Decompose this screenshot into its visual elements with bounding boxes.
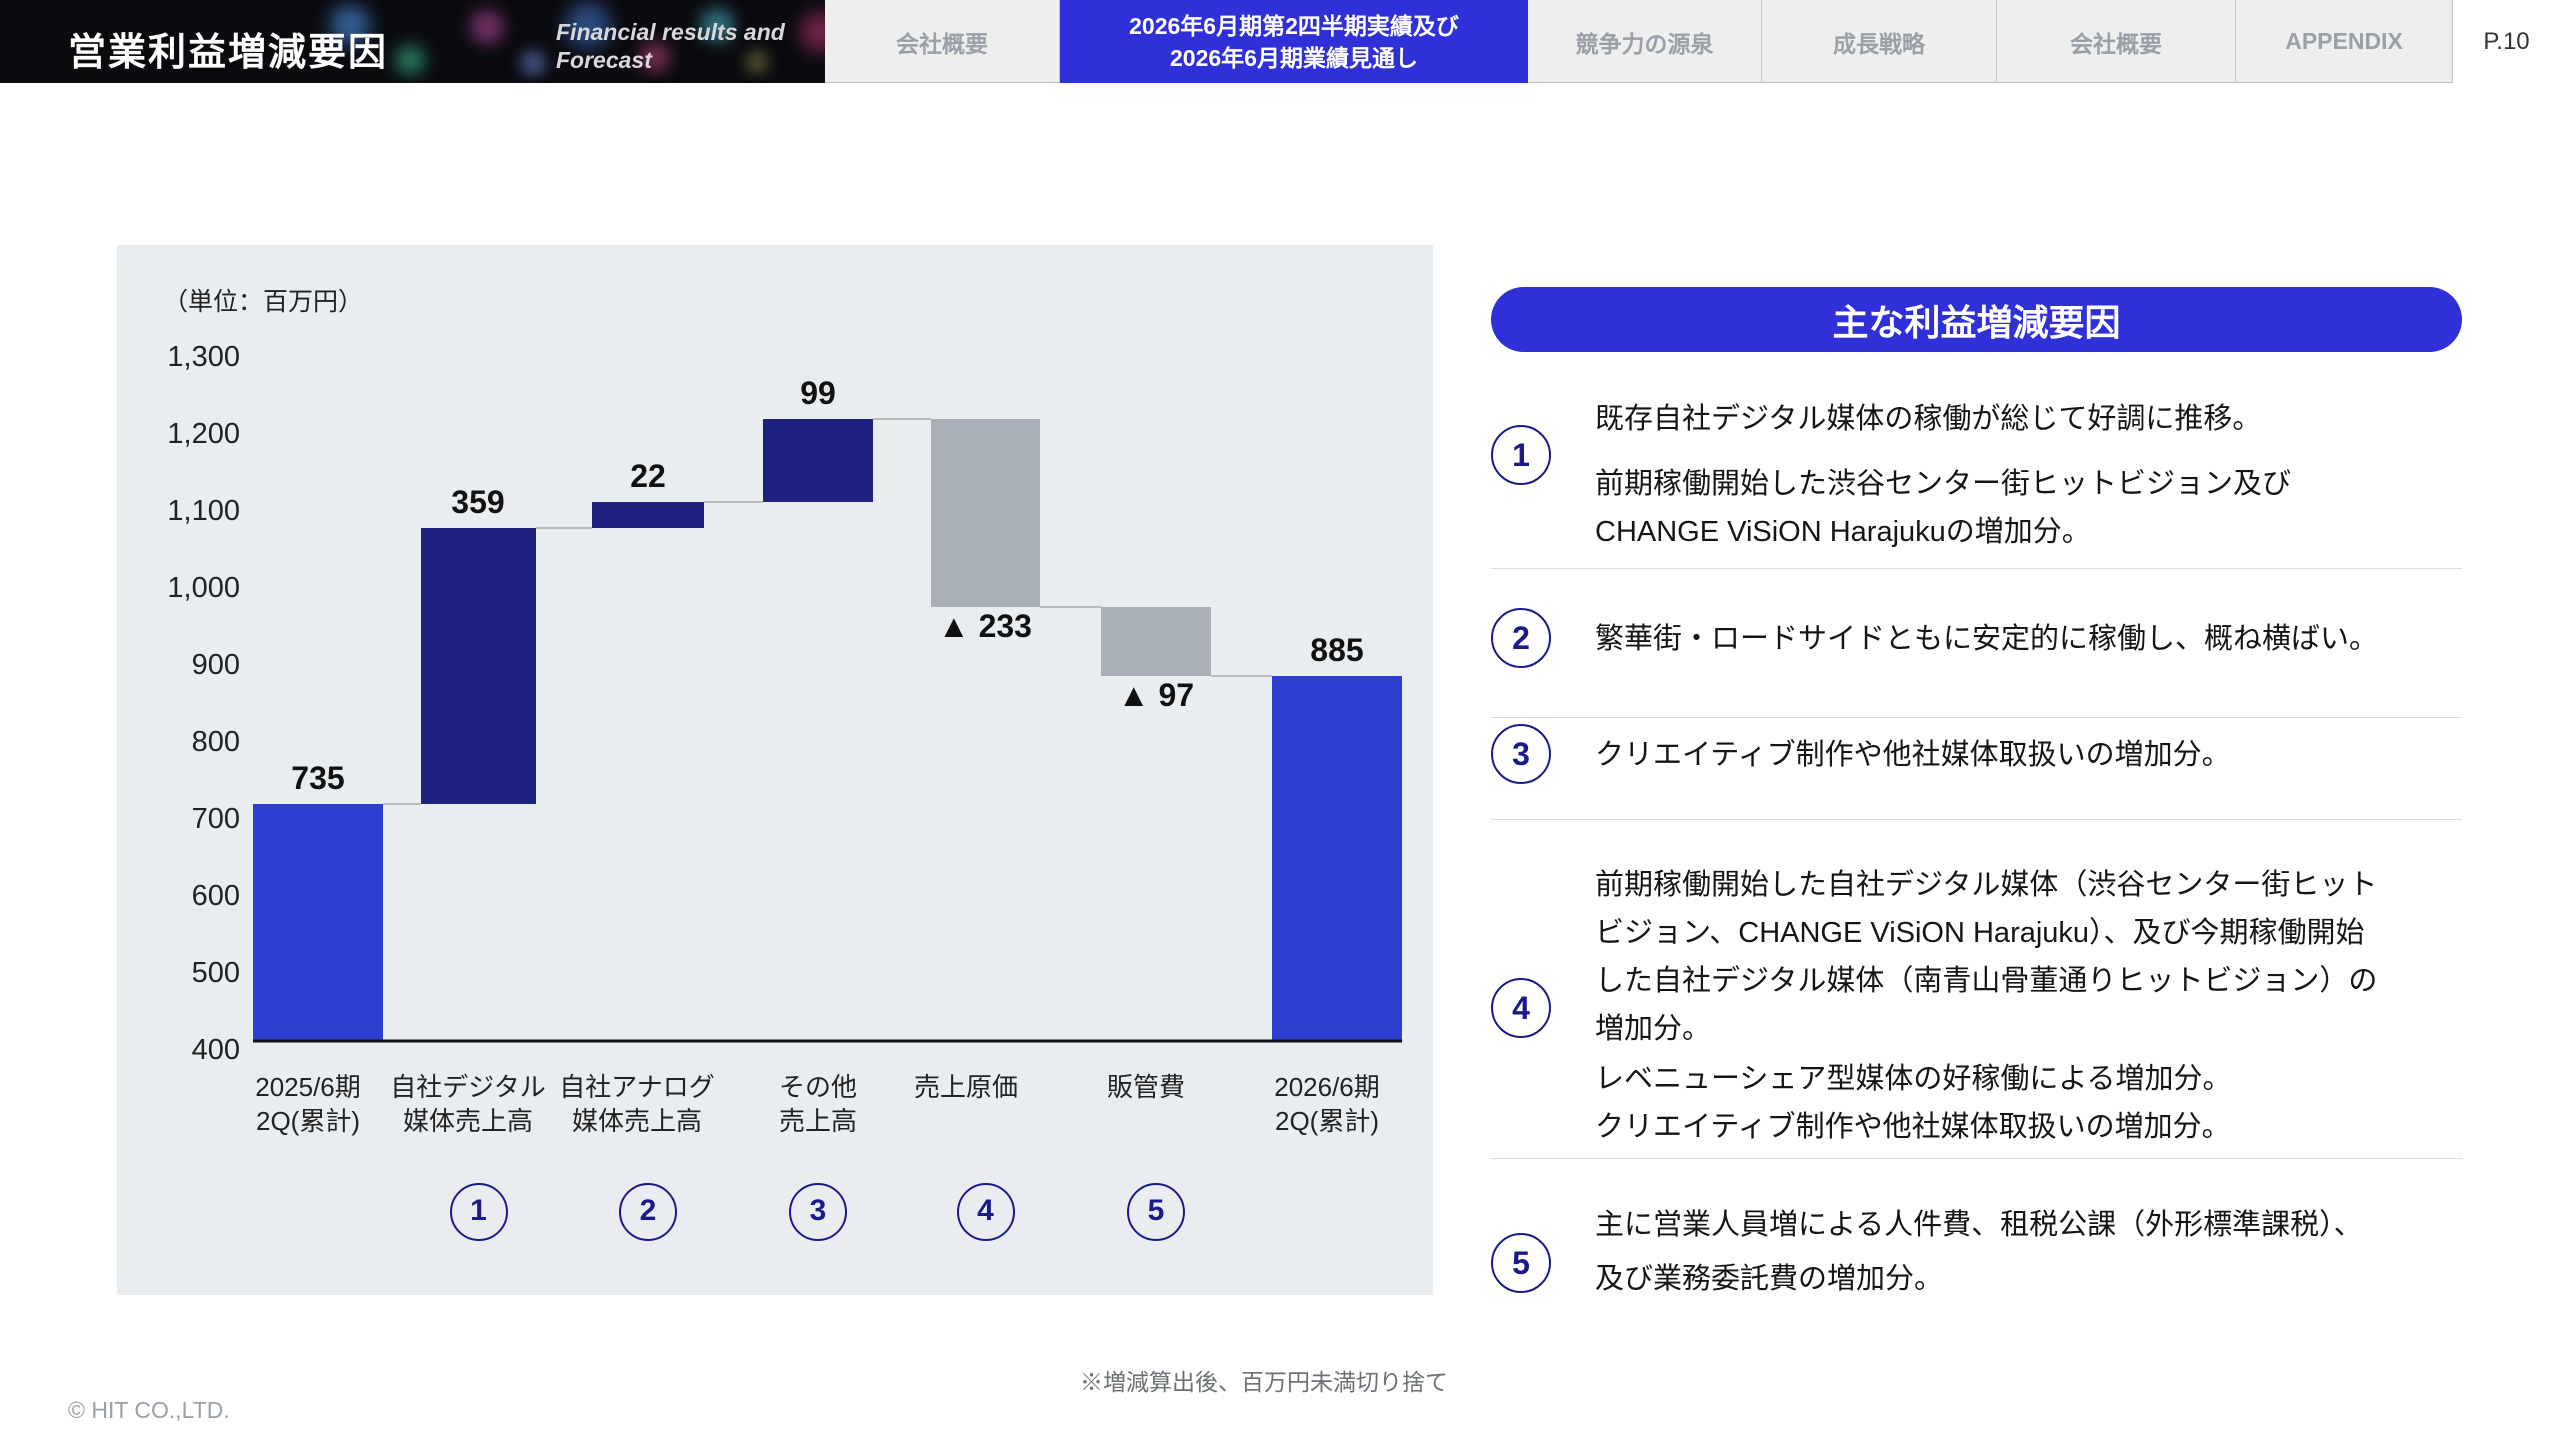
svg-text:735: 735 <box>291 760 344 796</box>
svg-text:359: 359 <box>451 484 504 520</box>
svg-text:99: 99 <box>800 375 836 411</box>
svg-text:22: 22 <box>630 458 666 494</box>
svg-text:▲ 97: ▲ 97 <box>1118 677 1194 713</box>
svg-text:885: 885 <box>1310 632 1363 668</box>
svg-text:▲ 233: ▲ 233 <box>938 608 1032 644</box>
